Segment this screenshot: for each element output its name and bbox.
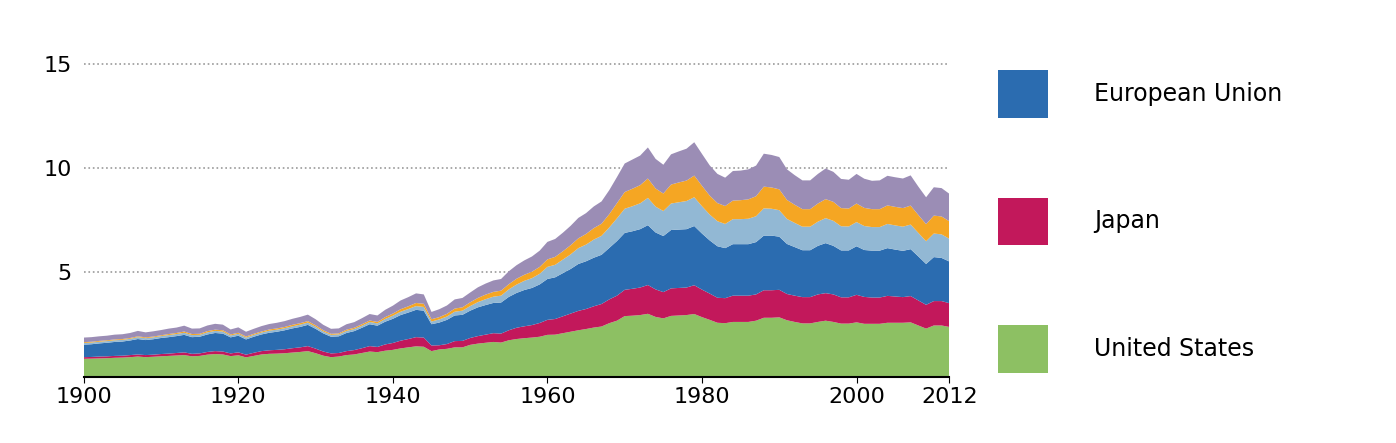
Text: Japan: Japan [1094, 210, 1160, 233]
FancyBboxPatch shape [998, 198, 1048, 245]
FancyBboxPatch shape [998, 325, 1048, 373]
FancyBboxPatch shape [998, 70, 1048, 118]
Text: United States: United States [1094, 337, 1255, 361]
Text: European Union: European Union [1094, 82, 1283, 106]
